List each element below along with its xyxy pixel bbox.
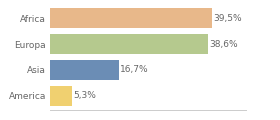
Text: 39,5%: 39,5% (213, 14, 242, 23)
Bar (50, 86, 72, 106)
Bar (50, 8, 212, 28)
Text: 16,7%: 16,7% (120, 65, 149, 74)
Bar (50, 60, 119, 80)
Text: 38,6%: 38,6% (210, 40, 238, 49)
Bar (50, 34, 208, 54)
Text: 5,3%: 5,3% (74, 91, 97, 100)
